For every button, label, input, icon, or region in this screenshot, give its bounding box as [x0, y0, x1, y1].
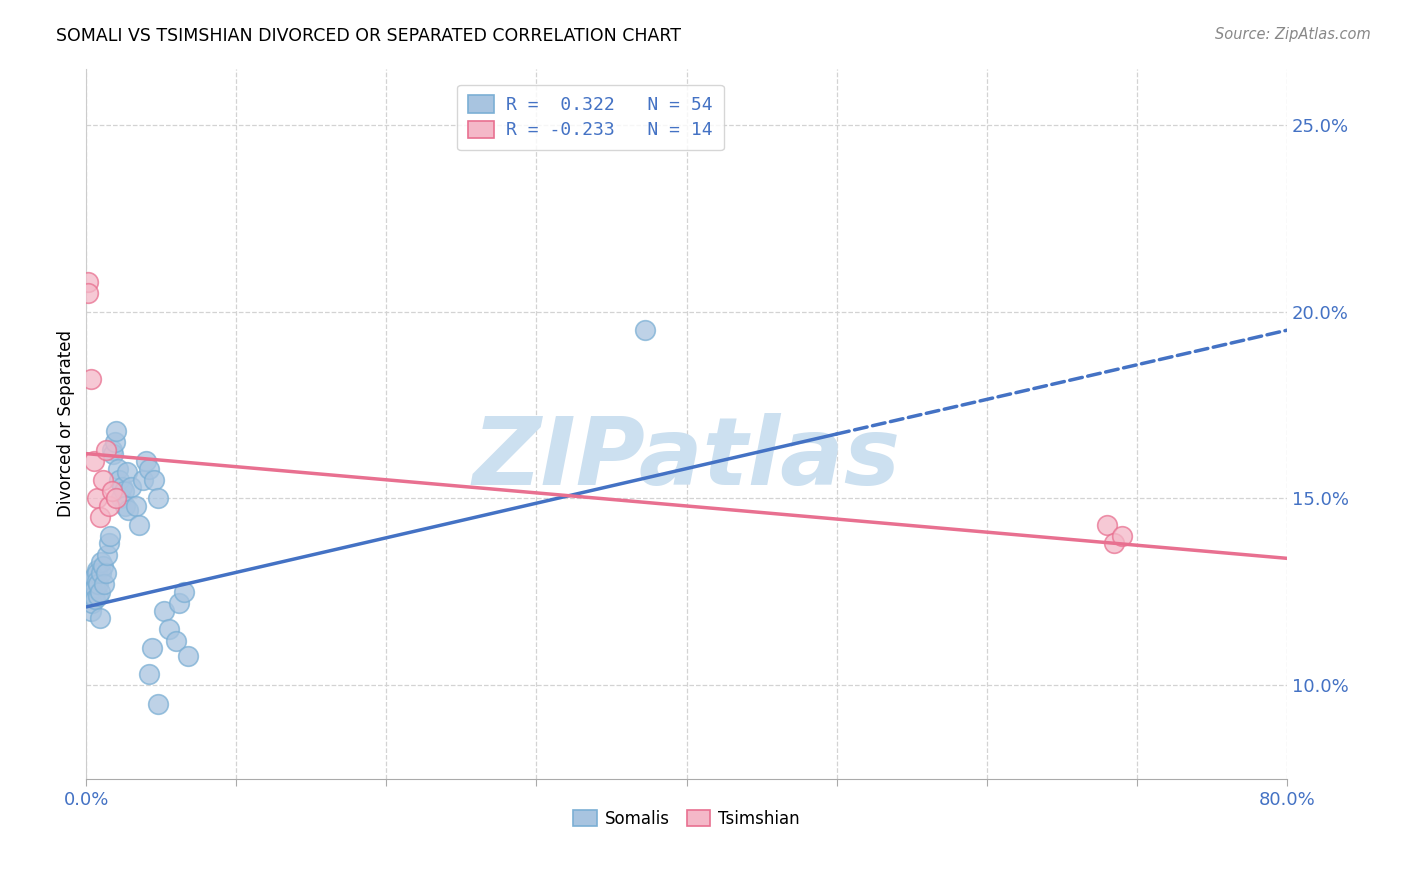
- Point: [89, 585, 111, 599]
- Point: [86, 566, 108, 581]
- Point: [177, 648, 200, 663]
- Point: [80, 585, 103, 599]
- Point: [94, 566, 117, 581]
- Legend: Somalis, Tsimshian: Somalis, Tsimshian: [567, 803, 807, 835]
- Text: ZIPatlas: ZIPatlas: [472, 413, 901, 505]
- Point: [114, 499, 136, 513]
- Point: [148, 697, 170, 711]
- Point: [148, 491, 170, 506]
- Point: [117, 502, 139, 516]
- Point: [87, 577, 110, 591]
- Point: [132, 473, 155, 487]
- Point: [128, 517, 150, 532]
- Point: [138, 667, 160, 681]
- Point: [101, 483, 124, 498]
- Point: [76, 275, 98, 289]
- Point: [173, 585, 195, 599]
- Point: [79, 577, 101, 591]
- Point: [89, 510, 111, 524]
- Point: [80, 604, 103, 618]
- Point: [115, 466, 138, 480]
- Point: [105, 424, 128, 438]
- Point: [84, 581, 107, 595]
- Point: [76, 285, 98, 300]
- Point: [153, 604, 176, 618]
- Point: [97, 536, 120, 550]
- Point: [97, 499, 120, 513]
- Point: [107, 461, 129, 475]
- Point: [83, 454, 105, 468]
- Point: [141, 641, 163, 656]
- Point: [86, 574, 108, 588]
- Point: [112, 483, 135, 498]
- Point: [1095, 517, 1118, 532]
- Point: [103, 447, 125, 461]
- Point: [94, 442, 117, 457]
- Point: [84, 592, 107, 607]
- Point: [633, 323, 655, 337]
- Point: [89, 611, 111, 625]
- Point: [83, 589, 105, 603]
- Point: [80, 372, 103, 386]
- Point: [120, 480, 142, 494]
- Point: [125, 499, 148, 513]
- Point: [96, 548, 118, 562]
- Point: [90, 555, 112, 569]
- Point: [98, 529, 121, 543]
- Point: [108, 473, 131, 487]
- Point: [86, 562, 108, 576]
- Point: [91, 558, 114, 573]
- Point: [165, 633, 187, 648]
- Point: [82, 596, 104, 610]
- Point: [138, 461, 160, 475]
- Text: Source: ZipAtlas.com: Source: ZipAtlas.com: [1215, 27, 1371, 42]
- Point: [91, 473, 114, 487]
- Point: [83, 570, 105, 584]
- Point: [86, 491, 108, 506]
- Y-axis label: Divorced or Separated: Divorced or Separated: [58, 330, 75, 517]
- Point: [169, 596, 191, 610]
- Point: [105, 491, 128, 506]
- Point: [90, 566, 112, 581]
- Point: [142, 473, 165, 487]
- Text: SOMALI VS TSIMSHIAN DIVORCED OR SEPARATED CORRELATION CHART: SOMALI VS TSIMSHIAN DIVORCED OR SEPARATE…: [56, 27, 682, 45]
- Point: [82, 574, 104, 588]
- Point: [87, 589, 110, 603]
- Point: [1111, 529, 1133, 543]
- Point: [1104, 536, 1126, 550]
- Point: [135, 454, 157, 468]
- Point: [93, 577, 115, 591]
- Point: [157, 623, 180, 637]
- Point: [104, 435, 127, 450]
- Point: [101, 442, 124, 457]
- Point: [110, 491, 132, 506]
- Point: [111, 480, 134, 494]
